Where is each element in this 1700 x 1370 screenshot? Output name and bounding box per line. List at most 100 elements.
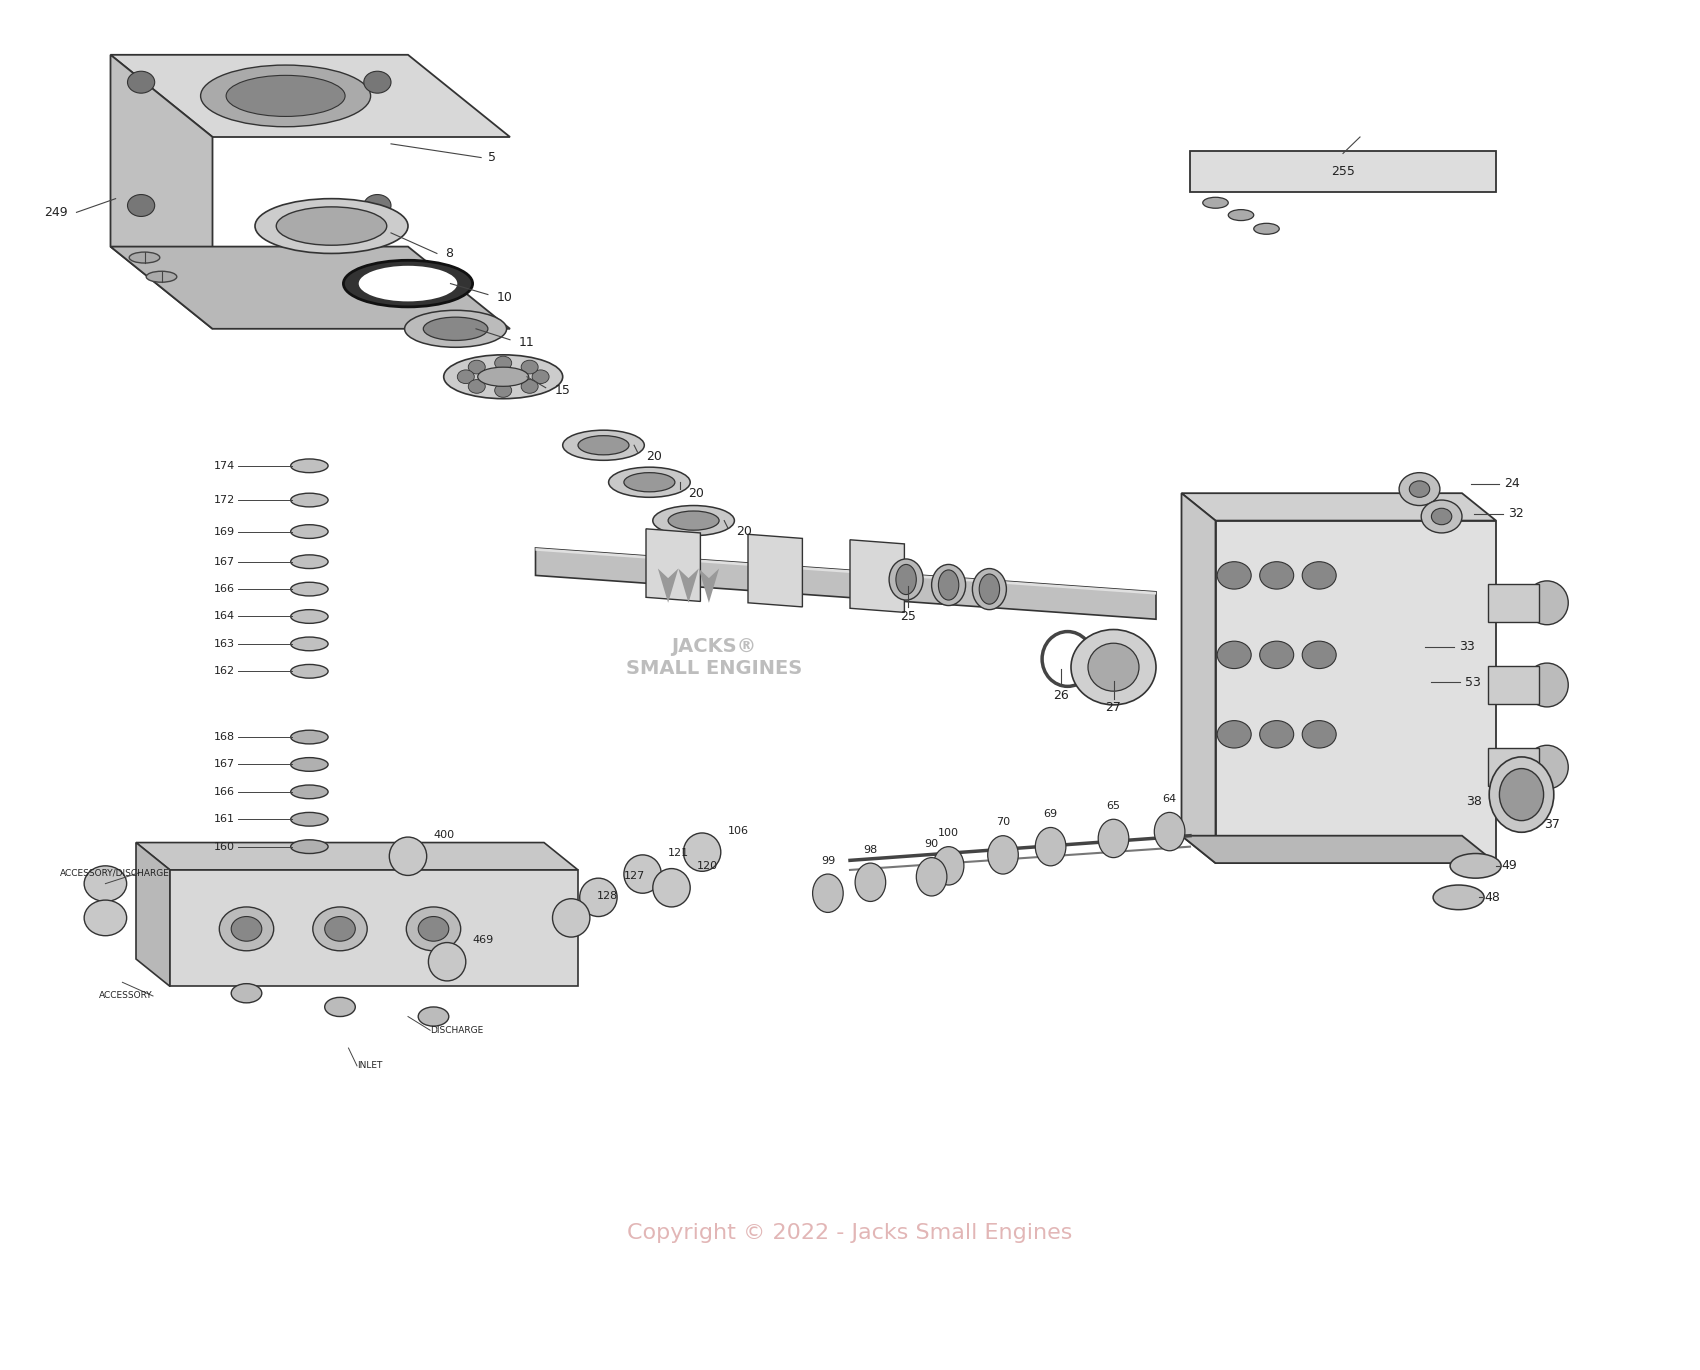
Polygon shape <box>110 55 510 137</box>
Text: 249: 249 <box>44 206 68 219</box>
Circle shape <box>406 907 461 951</box>
Text: 164: 164 <box>214 611 235 622</box>
Ellipse shape <box>979 574 1000 604</box>
Ellipse shape <box>389 837 427 875</box>
Circle shape <box>495 384 512 397</box>
Ellipse shape <box>896 564 916 595</box>
Ellipse shape <box>1202 197 1227 208</box>
Text: 166: 166 <box>214 786 235 797</box>
Ellipse shape <box>478 367 529 386</box>
Text: 69: 69 <box>1044 810 1057 819</box>
Circle shape <box>1260 641 1294 669</box>
Text: 70: 70 <box>996 818 1010 827</box>
Circle shape <box>231 917 262 941</box>
Ellipse shape <box>291 758 328 771</box>
Circle shape <box>1260 562 1294 589</box>
Polygon shape <box>748 534 802 607</box>
Bar <box>1488 666 1538 704</box>
Text: 53: 53 <box>1465 675 1481 689</box>
Ellipse shape <box>291 525 328 538</box>
Circle shape <box>1260 721 1294 748</box>
Ellipse shape <box>291 812 328 826</box>
Ellipse shape <box>653 506 734 536</box>
Ellipse shape <box>291 730 328 744</box>
Ellipse shape <box>1253 223 1278 234</box>
Text: 64: 64 <box>1163 795 1176 804</box>
Text: 65: 65 <box>1107 801 1120 811</box>
Ellipse shape <box>624 473 675 492</box>
Ellipse shape <box>85 866 128 901</box>
Polygon shape <box>658 569 678 603</box>
Text: 127: 127 <box>624 871 644 881</box>
Circle shape <box>1302 562 1336 589</box>
Ellipse shape <box>653 869 690 907</box>
Text: 172: 172 <box>214 495 235 506</box>
Ellipse shape <box>405 311 507 348</box>
Circle shape <box>1302 641 1336 669</box>
Circle shape <box>128 71 155 93</box>
Text: 161: 161 <box>214 814 235 825</box>
Ellipse shape <box>423 318 488 341</box>
Ellipse shape <box>85 900 128 936</box>
Polygon shape <box>699 569 719 603</box>
Ellipse shape <box>624 855 661 893</box>
Bar <box>1488 584 1538 622</box>
Text: 38: 38 <box>1467 795 1482 808</box>
Ellipse shape <box>916 858 947 896</box>
Circle shape <box>1302 721 1336 748</box>
Ellipse shape <box>343 260 473 307</box>
Text: 98: 98 <box>864 845 877 855</box>
Ellipse shape <box>291 610 328 623</box>
Text: 8: 8 <box>445 247 454 260</box>
Text: 255: 255 <box>1331 164 1355 178</box>
Circle shape <box>1217 721 1251 748</box>
Ellipse shape <box>932 564 966 606</box>
Text: 400: 400 <box>434 830 454 840</box>
Polygon shape <box>1182 836 1496 863</box>
Text: 24: 24 <box>1504 477 1520 490</box>
Text: 32: 32 <box>1508 507 1523 521</box>
Ellipse shape <box>578 436 629 455</box>
Ellipse shape <box>972 569 1006 610</box>
Ellipse shape <box>129 252 160 263</box>
Text: 48: 48 <box>1484 890 1499 904</box>
Ellipse shape <box>552 899 590 937</box>
Text: 11: 11 <box>518 336 534 349</box>
Text: 121: 121 <box>668 848 688 858</box>
Ellipse shape <box>444 355 563 399</box>
Text: 15: 15 <box>554 384 570 397</box>
Ellipse shape <box>1071 630 1156 704</box>
Polygon shape <box>1182 493 1216 863</box>
Text: 20: 20 <box>688 486 704 500</box>
Ellipse shape <box>1499 769 1544 821</box>
Circle shape <box>1409 481 1430 497</box>
Circle shape <box>364 71 391 93</box>
Text: ACCESSORY/DISCHARGE: ACCESSORY/DISCHARGE <box>60 869 170 877</box>
Polygon shape <box>110 247 510 329</box>
Polygon shape <box>1216 521 1496 863</box>
Circle shape <box>468 360 484 374</box>
Ellipse shape <box>889 559 923 600</box>
Ellipse shape <box>291 840 328 854</box>
Ellipse shape <box>291 555 328 569</box>
Circle shape <box>522 379 539 393</box>
Text: 160: 160 <box>214 841 235 852</box>
Ellipse shape <box>255 199 408 253</box>
Ellipse shape <box>1098 819 1129 858</box>
Ellipse shape <box>231 984 262 1003</box>
Circle shape <box>532 370 549 384</box>
Bar <box>1488 748 1538 786</box>
Ellipse shape <box>275 207 386 245</box>
Polygon shape <box>110 55 212 329</box>
Polygon shape <box>136 843 170 986</box>
Ellipse shape <box>359 266 457 301</box>
Text: 90: 90 <box>925 840 938 849</box>
Text: 100: 100 <box>938 829 959 838</box>
Text: 5: 5 <box>488 151 496 164</box>
Text: 49: 49 <box>1501 859 1516 873</box>
Circle shape <box>325 917 355 941</box>
Ellipse shape <box>146 271 177 282</box>
Ellipse shape <box>291 637 328 651</box>
Text: 167: 167 <box>214 556 235 567</box>
Polygon shape <box>678 569 699 603</box>
